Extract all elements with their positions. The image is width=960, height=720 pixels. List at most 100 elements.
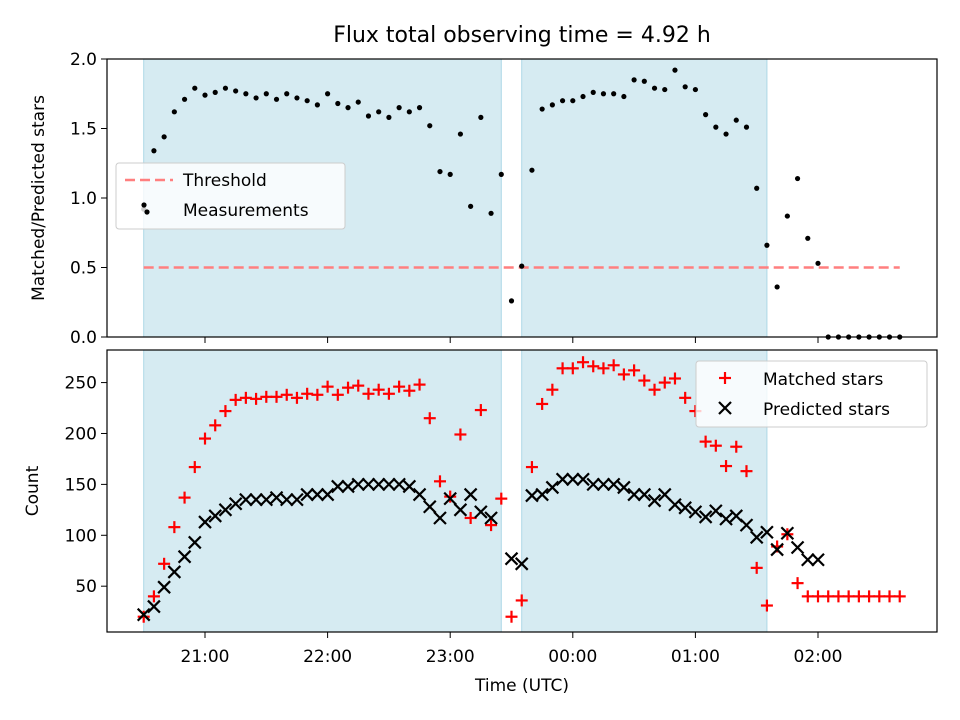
predicted-star-marker: [780, 526, 795, 541]
matched-star-marker: [525, 461, 538, 474]
bottom-y-ticks: 50 100 150 200 250: [65, 374, 107, 597]
predicted-star-marker: [811, 552, 825, 567]
measurement-point: [498, 171, 504, 177]
matched-star-marker: [250, 392, 263, 405]
matched-star-marker: [617, 368, 630, 381]
measurement-point: [549, 102, 555, 108]
top-y-ticks: 0.0 0.5 1.0 1.5 2.0: [70, 50, 107, 348]
measurement-point: [733, 117, 739, 123]
predicted-star-marker: [147, 599, 161, 614]
matched-star-marker: [413, 378, 426, 391]
matched-star-marker: [147, 590, 160, 603]
measurement-point: [468, 203, 474, 209]
measurement-point: [559, 98, 566, 104]
predicted-star-marker: [341, 479, 355, 494]
measurement-point: [519, 263, 525, 269]
matched-star-marker: [331, 388, 344, 401]
x-tick-label: 23:00: [426, 647, 475, 667]
measurement-point: [641, 78, 647, 84]
measurement-point: [181, 96, 188, 102]
predicted-star-marker: [606, 477, 621, 492]
predicted-star-marker: [198, 515, 212, 529]
matched-star-marker: [209, 419, 222, 432]
predicted-star-marker: [545, 480, 560, 495]
predicted-star-marker: [188, 535, 202, 550]
predicted-star-marker: [760, 525, 774, 540]
predicted-star-marker: [463, 487, 478, 502]
matched-star-marker: [791, 577, 804, 590]
x-tick-label: 22:00: [303, 647, 352, 667]
measurement-point: [263, 91, 269, 97]
top-y-axis-label: Matched/Predicted stars: [29, 95, 49, 301]
legend-predicted-marker: [718, 401, 732, 415]
predicted-star-marker: [474, 505, 488, 519]
measurement-point: [447, 171, 453, 177]
matched-star-marker: [158, 557, 171, 570]
predicted-star-marker: [453, 503, 468, 517]
matched-star-marker: [444, 490, 457, 503]
matched-star-marker: [842, 590, 855, 603]
measurement-point: [222, 85, 229, 91]
measurement-point: [570, 98, 576, 104]
predicted-star-marker: [320, 487, 335, 502]
measurement-point: [406, 109, 412, 115]
measurement-point: [253, 95, 259, 101]
measurement-point: [151, 148, 157, 154]
matched-star-marker: [822, 590, 835, 603]
x-tick-label: 00:00: [548, 647, 597, 667]
y-tick-label: 0.0: [70, 328, 97, 348]
measurement-point: [314, 102, 320, 108]
matched-star-marker: [362, 387, 375, 400]
x-axis-label: Time (UTC): [474, 676, 569, 696]
legend-measurement-dot: [141, 202, 147, 208]
matched-star-marker: [311, 388, 324, 401]
predicted-star-marker: [586, 477, 601, 492]
matched-star-marker: [577, 356, 590, 369]
measurement-point: [325, 91, 331, 97]
predicted-star-marker: [678, 501, 692, 515]
predicted-star-marker: [136, 607, 151, 622]
measurement-point: [703, 112, 709, 118]
measurement-point: [508, 298, 515, 304]
measurement-point: [304, 98, 310, 104]
matched-star-marker: [423, 412, 436, 425]
matched-star-marker: [342, 381, 355, 394]
matched-star-marker: [873, 590, 886, 603]
matched-star-marker: [485, 519, 498, 532]
matched-star-marker: [188, 461, 201, 474]
measurement-point: [478, 114, 484, 120]
measurement-point: [355, 99, 361, 105]
matched-star-marker: [280, 388, 293, 401]
predicted-star-marker: [739, 518, 754, 532]
matched-star-marker: [474, 404, 487, 417]
measurement-point: [416, 105, 423, 111]
matched-star-marker: [382, 387, 395, 400]
matched-star-marker: [464, 511, 477, 524]
measurement-point: [815, 260, 821, 266]
measurement-point: [651, 85, 658, 91]
measurement-point: [457, 131, 464, 137]
predicted-star-marker: [514, 557, 529, 571]
matched-star-marker: [199, 432, 211, 445]
top-panel: 0.00.51.01.52.0 Matched/Predicted stars …: [29, 50, 938, 348]
y-tick-label: 1.0: [70, 189, 97, 209]
bottom-x-ticks: 21:00 22:00 23:00 00:00 01:00 02:00: [181, 632, 843, 667]
measurement-point: [672, 67, 678, 73]
predicted-star-marker: [749, 530, 764, 545]
matched-star-marker: [239, 391, 252, 404]
matched-star-marker: [219, 405, 232, 418]
matched-star-marker: [546, 383, 559, 396]
matched-star-marker: [668, 372, 681, 385]
matched-star-marker: [178, 491, 191, 504]
predicted-star-marker: [688, 505, 703, 519]
matched-star-marker: [801, 590, 814, 603]
legend-threshold-label: Threshold: [182, 171, 267, 191]
matched-star-marker: [587, 360, 600, 373]
predicted-star-marker: [596, 477, 611, 492]
predicted-star-marker: [412, 487, 427, 502]
predicted-star-marker: [698, 510, 713, 524]
measurement-point: [171, 109, 177, 115]
matched-star-marker: [301, 387, 314, 400]
matched-star-marker: [495, 492, 508, 505]
matched-star-marker: [679, 391, 692, 404]
